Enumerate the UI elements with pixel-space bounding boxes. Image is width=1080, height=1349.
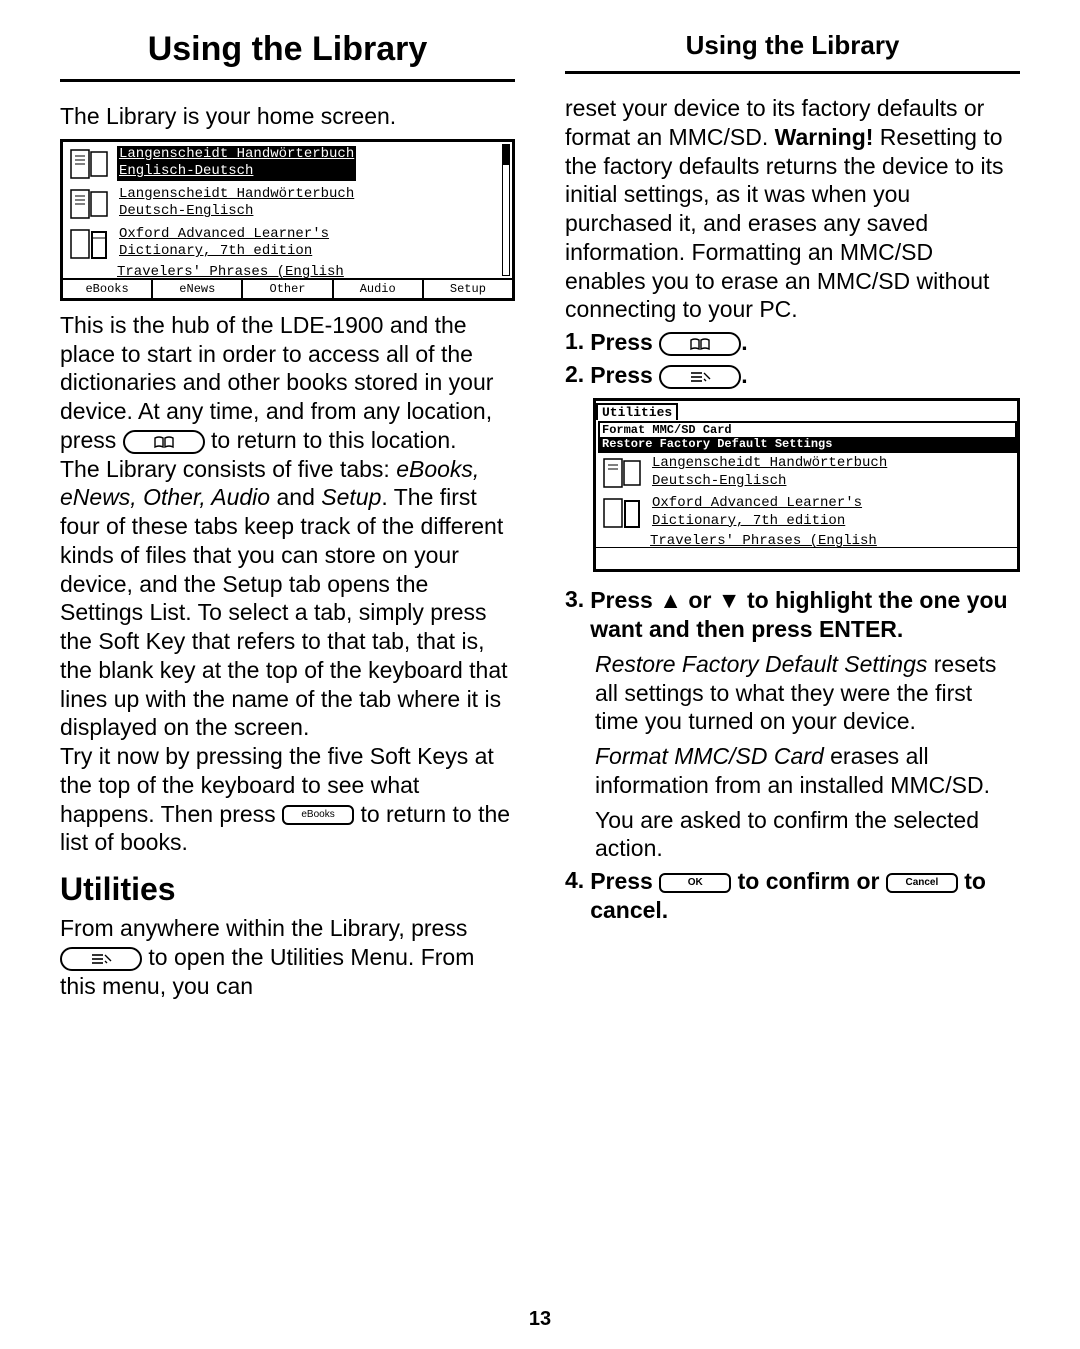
- page-title-right: Using the Library: [565, 30, 1020, 61]
- book-icon: [69, 146, 113, 182]
- utilities-screenshot: Utilities Format MMC/SD Card Restore Fac…: [593, 398, 1020, 573]
- menu-button-icon: [60, 947, 142, 971]
- ok-button: OK: [659, 873, 731, 893]
- step-3-sub: Format MMC/SD Card erases all informatio…: [595, 742, 1020, 800]
- library-button-icon: [659, 332, 741, 356]
- step-3-sub: Restore Factory Default Settings resets …: [595, 650, 1020, 736]
- utilities-menu-title: Utilities: [596, 403, 678, 420]
- dict-icon: [69, 226, 113, 262]
- utilities-menu: Format MMC/SD Card Restore Factory Defau…: [598, 421, 1017, 454]
- tab-ebooks: eBooks: [63, 280, 153, 298]
- paragraph: Try it now by pressing the five Soft Key…: [60, 742, 515, 857]
- list-item: Oxford Advanced Learner'sDictionary, 7th…: [69, 224, 506, 264]
- list-item-cut: Travelers' Phrases (English: [69, 264, 506, 278]
- tab-setup: Setup: [424, 280, 512, 298]
- tab-bar: eBooks eNews Other Audio Setup: [63, 278, 512, 298]
- paragraph: The Library consists of five tabs: eBook…: [60, 455, 515, 743]
- page-number: 13: [0, 1308, 1080, 1331]
- intro-text: The Library is your home screen.: [60, 102, 515, 131]
- dict-icon: [602, 495, 646, 531]
- paragraph: reset your device to its factory default…: [565, 94, 1020, 324]
- menu-item-format: Format MMC/SD Card: [600, 423, 1015, 437]
- step-3-sub: You are asked to confirm the selected ac…: [595, 806, 1020, 864]
- paragraph: From anywhere within the Library, press …: [60, 914, 515, 1000]
- ebooks-softkey: eBooks: [282, 805, 354, 825]
- list-item: Langenscheidt HandwörterbuchEnglisch-Deu…: [69, 144, 506, 184]
- scrollbar: [502, 144, 510, 276]
- menu-button-icon: [659, 365, 741, 389]
- library-button-icon: [123, 430, 205, 454]
- step-2: 2. Press .: [565, 361, 1020, 390]
- step-1: 1. Press .: [565, 328, 1020, 357]
- page-title-left: Using the Library: [60, 30, 515, 69]
- left-column: Using the Library The Library is your ho…: [60, 30, 515, 1000]
- tab-other: Other: [243, 280, 333, 298]
- utilities-heading: Utilities: [60, 871, 515, 908]
- cancel-button: Cancel: [886, 873, 958, 893]
- list-item: Langenscheidt HandwörterbuchDeutsch-Engl…: [69, 184, 506, 224]
- step-3: 3. Press ▲ or ▼ to highlight the one you…: [565, 586, 1020, 644]
- library-screenshot: Langenscheidt HandwörterbuchEnglisch-Deu…: [60, 139, 515, 301]
- divider: [60, 79, 515, 82]
- book-icon: [602, 455, 646, 491]
- tab-audio: Audio: [334, 280, 424, 298]
- list-item: Oxford Advanced Learner'sDictionary, 7th…: [602, 493, 1011, 533]
- right-column: Using the Library reset your device to i…: [565, 30, 1020, 1000]
- list-item: Langenscheidt HandwörterbuchDeutsch-Engl…: [602, 453, 1011, 493]
- book-icon: [69, 186, 113, 222]
- menu-item-restore: Restore Factory Default Settings: [600, 437, 1015, 451]
- step-4: 4. Press OK to confirm or Cancel to canc…: [565, 867, 1020, 925]
- tab-enews: eNews: [153, 280, 243, 298]
- blank-row: [596, 547, 1017, 569]
- paragraph: This is the hub of the LDE-1900 and the …: [60, 311, 515, 455]
- divider: [565, 71, 1020, 74]
- list-item-cut: Travelers' Phrases (English: [602, 533, 1011, 547]
